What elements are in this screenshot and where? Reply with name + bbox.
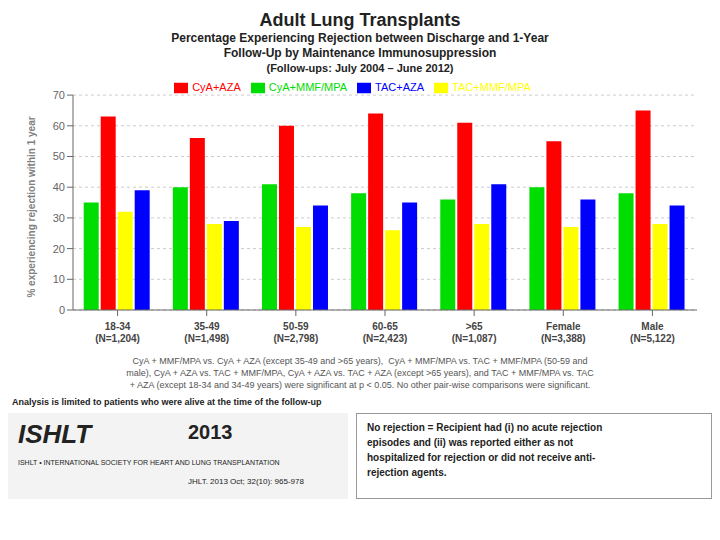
- svg-text:50-59(N=2,798): 50-59(N=2,798): [273, 321, 318, 344]
- html-text:Percentage Experiencing Reject: Percentage Experiencing Rejection betwee…: [171, 31, 549, 45]
- html-text:TAC+MMF/MPA: TAC+MMF/MPA: [452, 81, 531, 93]
- svg-text:0: 0: [59, 304, 65, 316]
- svg-text:Female(N=3,388): Female(N=3,388): [541, 321, 586, 344]
- html-text:ISHLT • INTERNATIONAL SOCIETY: ISHLT • INTERNATIONAL SOCIETY FOR HEART …: [18, 459, 280, 466]
- html-text:+ AZA (except 18-34 and 34-49: + AZA (except 18-34 and 34-49 years) wer…: [129, 380, 591, 390]
- svg-text:30: 30: [53, 212, 65, 224]
- svg-text:60: 60: [53, 120, 65, 132]
- html-text:JHLT. 2013 Oct; 32(10): 965-97: JHLT. 2013 Oct; 32(10): 965-978: [188, 477, 304, 486]
- svg-text:70: 70: [53, 89, 65, 101]
- html-text:CyA+AZA: CyA+AZA: [192, 81, 241, 93]
- html-text:No rejection = Recipient had (: No rejection = Recipient had (i) no acut…: [367, 422, 603, 478]
- html-text:CyA + MMF/MPA vs. CyA + AZA (e: CyA + MMF/MPA vs. CyA + AZA (except 35-4…: [132, 356, 588, 366]
- html-text:2013: 2013: [188, 421, 233, 443]
- svg-text:% experiencing rejection withi: % experiencing rejection within 1 year: [26, 116, 37, 297]
- html-text:CyA+MMF/MPA: CyA+MMF/MPA: [268, 81, 348, 93]
- svg-text:20: 20: [53, 243, 65, 255]
- svg-text:50: 50: [53, 150, 65, 162]
- svg-text:60-65(N=2,423): 60-65(N=2,423): [363, 321, 408, 344]
- svg-text:35-49(N=1,498): 35-49(N=1,498): [184, 321, 229, 344]
- html-text:ISHLT: ISHLT: [18, 419, 92, 449]
- html-text:Analysis is limited to patient: Analysis is limited to patients who were…: [12, 397, 322, 407]
- svg-text:10: 10: [53, 273, 65, 285]
- html-text:TAC+AZA: TAC+AZA: [375, 81, 425, 93]
- svg-text:Male(N=5,122): Male(N=5,122): [630, 321, 675, 344]
- svg-text:40: 40: [53, 181, 65, 193]
- svg-text:>65(N=1,087): >65(N=1,087): [452, 321, 497, 344]
- html-text:male), CyA + AZA vs. TAC + MMF: male), CyA + AZA vs. TAC + MMF/MPA, CyA …: [126, 368, 594, 378]
- svg-text:18-34(N=1,204): 18-34(N=1,204): [95, 321, 140, 344]
- html-text:Adult Lung Transplants: Adult Lung Transplants: [259, 10, 461, 30]
- html-text:Follow-Up by Maintenance Immun: Follow-Up by Maintenance Immunosuppressi…: [223, 46, 497, 60]
- html-text:(Follow-ups: July 2004 – June: (Follow-ups: July 2004 – June 2012): [266, 62, 454, 74]
